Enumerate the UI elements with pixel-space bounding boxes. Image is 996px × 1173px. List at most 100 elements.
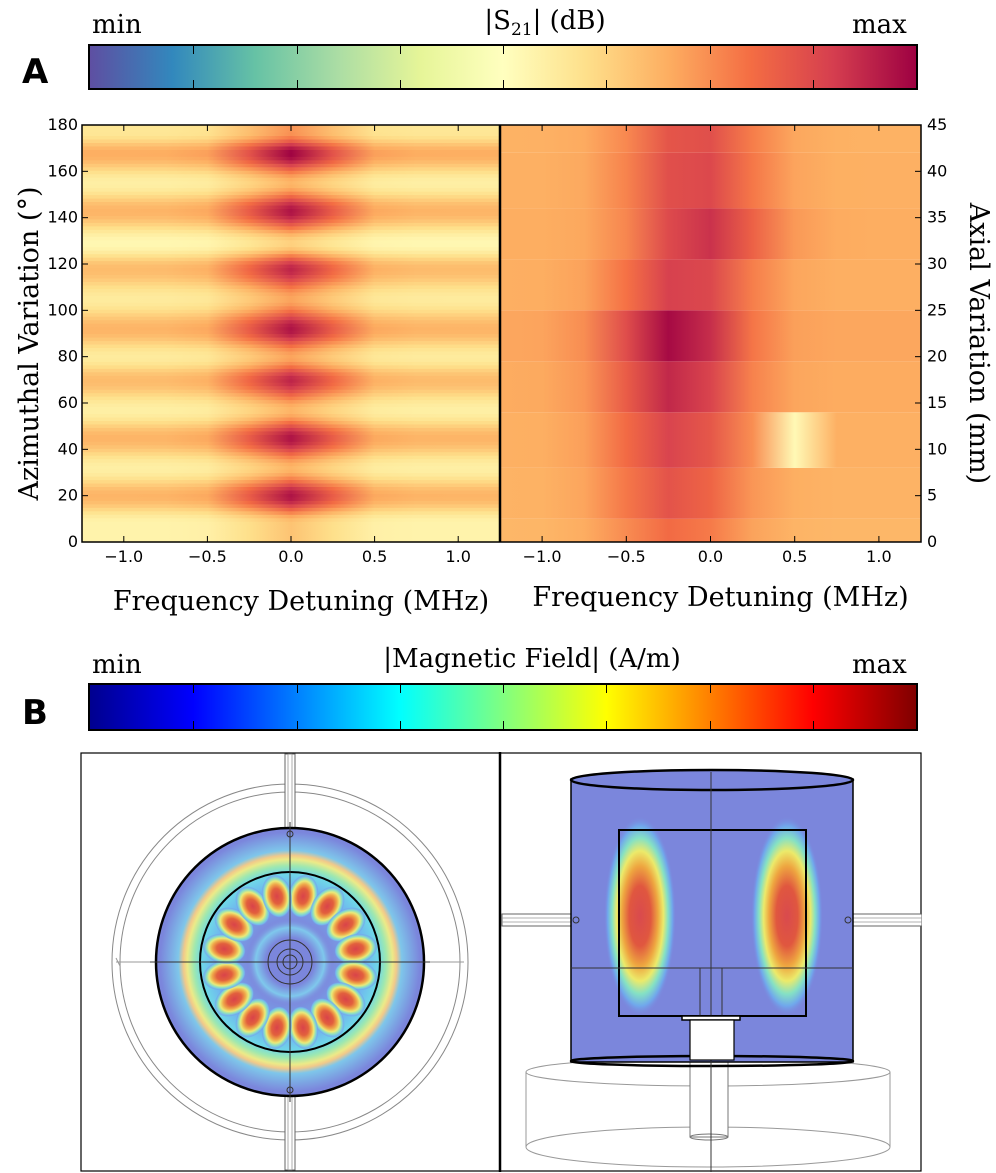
heatmap-right-band (500, 361, 921, 413)
top-view-simulation (111, 753, 469, 1171)
heatmap-left-row (82, 528, 500, 533)
left-y-axis-title: Azimuthal Variation (°) (14, 187, 45, 502)
colorbar-tick (296, 46, 298, 54)
heatmap-left-row (82, 389, 500, 394)
heatmap-left-row (82, 173, 500, 178)
heatmap-left-row (82, 201, 500, 206)
heatmap-left-row (82, 350, 500, 355)
heatmap-right-band (500, 310, 921, 362)
heatmap-left-row (82, 138, 500, 143)
heatmap-left-row (82, 166, 500, 171)
heatmap-left-row (82, 246, 500, 251)
heatmap-left-row (82, 479, 500, 484)
heatmap-left-row (82, 340, 500, 345)
heatmap-right-band (500, 152, 921, 209)
left-x-tick-label: 0.5 (362, 547, 387, 566)
heatmap-left-row (82, 184, 500, 189)
heatmap-left-row (82, 475, 500, 481)
heatmap-left-row (82, 392, 500, 397)
field-lobe (235, 886, 271, 927)
heatmap-left-row (82, 215, 500, 220)
heatmap-left-row (82, 135, 500, 140)
right-x-tick-label: 0.5 (782, 547, 807, 566)
heatmap-left-row (82, 291, 500, 296)
field-lobe (325, 907, 366, 943)
heatmap-left-row (82, 159, 500, 164)
heatmap-left-row (82, 448, 500, 453)
right-x-tick-label: −0.5 (607, 547, 646, 566)
heatmap-left-row (82, 170, 500, 175)
right-x-tick-label: 0.0 (698, 547, 723, 566)
heatmap-left-row (82, 243, 500, 248)
heatmap-left-row (82, 208, 500, 213)
heatmap-left-row (82, 357, 500, 362)
heatmap-left-row (82, 378, 500, 383)
heatmap-left-row (82, 156, 500, 161)
heatmap-left-row (82, 486, 500, 491)
colorbar-tick (503, 685, 504, 693)
heatmap-left-row (82, 430, 500, 435)
heatmap-left-row (82, 149, 500, 154)
colorbar-a-title: |S21| (dB) (484, 6, 606, 41)
heatmap-left-row (82, 270, 500, 276)
heatmap-left-row (82, 385, 500, 390)
colorbar-tick (503, 80, 504, 88)
heatmap-left-row (82, 455, 500, 460)
heatmap-left-row (82, 312, 500, 317)
heatmap-left-row (82, 371, 500, 376)
heatmap-left-row (82, 507, 500, 512)
heatmap-left-row (82, 354, 500, 359)
heatmap-left-row (82, 469, 500, 474)
colorbar-tick (709, 46, 711, 54)
heatmap-left-row (82, 493, 500, 498)
heatmap-left-row (82, 260, 500, 265)
heatmap-left-row (82, 333, 500, 338)
heatmap-left-row (82, 336, 500, 342)
heatmap-left-row (82, 496, 500, 501)
heatmap-left-row (82, 253, 500, 258)
heatmap-left-row (82, 451, 500, 456)
right-x-axis-title: Frequency Detuning (MHz) (532, 582, 908, 613)
heatmap-left-row (82, 361, 500, 366)
heatmap-right-band (500, 518, 921, 542)
heatmap-left-row (82, 437, 500, 442)
colorbar-b (88, 683, 918, 731)
right-y-axis-title: Axial Variation (mm) (963, 202, 994, 484)
heatmap-left-row (82, 521, 500, 526)
heatmap-left-row (82, 427, 500, 432)
heatmap-right-band (500, 259, 921, 311)
right-y-tick-label: 45 (927, 115, 947, 134)
right-y-tick-label: 30 (927, 254, 947, 273)
heatmap-left-row (82, 191, 500, 196)
heatmap-left-row (82, 347, 500, 352)
colorbar-tick (812, 80, 814, 88)
heatmap-left-row (82, 229, 500, 234)
heatmap-right-band (500, 467, 921, 519)
colorbar-a (88, 44, 918, 90)
heatmap-left-row (82, 482, 500, 487)
heatmap-left-row (82, 423, 500, 428)
heatmap-left-row (82, 382, 500, 387)
colorbar-b-title: |Magnetic Field| (A/m) (383, 644, 681, 674)
left-y-tick-label: 120 (47, 254, 78, 273)
right-y-tick-label: 10 (927, 439, 947, 458)
heatmap-left-row (82, 177, 500, 182)
field-lobe (287, 1005, 319, 1050)
heatmap-figure-a: −1.0 −0.5 0.0 0.5 1.0 −1.0 −0.5 0.0 0.5 1.0 0 20 40 6… (14, 115, 994, 617)
right-x-tick-label: 1.0 (866, 547, 891, 566)
heatmap-left-row (82, 152, 500, 157)
heatmap-left-row (82, 163, 500, 168)
heatmap-left-row (82, 236, 500, 241)
heatmap-left-row (82, 343, 500, 348)
colorbar-tick (296, 80, 298, 88)
heatmap-left-row (82, 277, 500, 282)
heatmap-left-row (82, 142, 500, 147)
colorbar-tick (296, 721, 298, 729)
heatmap-left-row (82, 420, 500, 425)
heatmap-left-row (82, 298, 500, 303)
heatmap-left-row (82, 274, 500, 279)
colorbar-tick (812, 721, 814, 729)
heatmap-right-band (500, 208, 921, 260)
plot-frame (81, 124, 922, 543)
colorbar-tick (606, 46, 608, 54)
